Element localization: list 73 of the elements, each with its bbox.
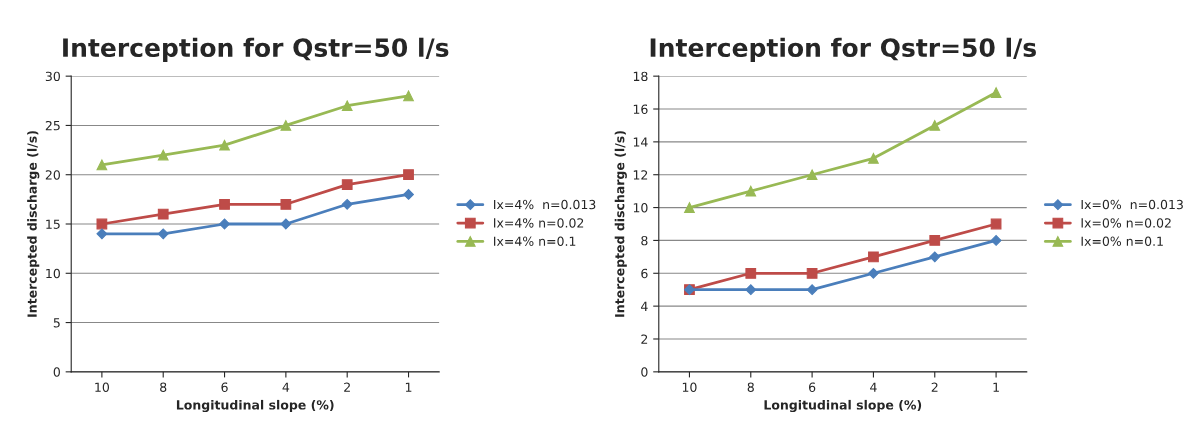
point [403, 90, 414, 102]
chart-title: Interception for Qstr=50 l/s [63, 37, 449, 62]
y-tick-label: 20 [45, 170, 60, 180]
point [219, 198, 230, 210]
point [280, 218, 292, 230]
y-tick-label: 2 [641, 334, 648, 344]
x-axis-title: Longitudinal slope (%) [176, 399, 334, 413]
point [929, 235, 941, 246]
x-tick-label: 4 [282, 382, 290, 392]
chart-title: Interception for Qstr=50 l/s [650, 37, 1036, 62]
x-tick-label: 8 [160, 382, 167, 392]
y-axis-title: Intercepted discharge (l/s) [614, 131, 627, 317]
y-tick-label: 12 [633, 170, 648, 180]
x-tick-label: 10 [682, 382, 697, 392]
point [157, 228, 169, 240]
x-tick-label: 1 [993, 382, 999, 392]
legend-label: Ix=0% n=0.02 [1081, 218, 1171, 228]
point [868, 267, 879, 279]
y-tick-label: 18 [633, 71, 648, 82]
x-tick-label: 4 [870, 382, 877, 392]
y-tick-label: 15 [46, 219, 60, 229]
y-tick-label: 5 [53, 318, 60, 328]
point [929, 251, 941, 263]
x-tick-label: 2 [344, 382, 350, 392]
y-tick-label: 0 [53, 367, 60, 377]
y-tick-label: 10 [633, 203, 648, 213]
y-tick-label: 10 [46, 268, 60, 279]
y-tick-label: 14 [633, 137, 648, 147]
point [157, 149, 169, 161]
point [96, 228, 108, 240]
x-tick-label: 6 [809, 382, 816, 392]
y-tick-label: 30 [45, 71, 60, 82]
point [219, 139, 230, 151]
x-axis-title: Longitudinal slope (%) [764, 399, 922, 413]
x-tick-label: 1 [405, 382, 412, 392]
point [868, 251, 879, 263]
point [868, 152, 879, 164]
y-tick-label: 0 [641, 367, 648, 377]
x-tick-label: 10 [95, 382, 110, 392]
point [745, 284, 757, 296]
point [280, 198, 292, 210]
legend-label: Ix=0% n=0.013 [1081, 199, 1183, 210]
point [990, 235, 1002, 246]
point [341, 198, 353, 210]
point [280, 120, 292, 131]
point [990, 87, 1002, 98]
point [403, 189, 414, 200]
x-tick-label: 6 [221, 382, 228, 392]
legend-label: Ix=4% n=0.013 [494, 199, 596, 210]
y-tick-label: 25 [45, 120, 60, 131]
point [806, 267, 818, 279]
y-tick-label: 16 [633, 104, 648, 114]
point [745, 185, 757, 197]
point [745, 267, 757, 279]
legend-label: Ix=4% n=0.1 [494, 236, 576, 246]
y-tick-label: 4 [641, 301, 648, 311]
y-tick-label: 8 [641, 235, 648, 246]
point [219, 218, 230, 230]
point [157, 208, 169, 220]
y-axis-title: Intercepted discharge (l/s) [27, 131, 40, 317]
point [684, 202, 695, 213]
point [341, 100, 353, 112]
x-tick-label: 8 [747, 382, 754, 392]
y-tick-label: 6 [641, 268, 648, 279]
point [929, 120, 941, 131]
point [806, 284, 818, 296]
legend-label: Ix=0% n=0.1 [1081, 236, 1163, 246]
point [806, 169, 818, 181]
point [403, 169, 414, 181]
legend-label: Ix=4% n=0.02 [494, 218, 584, 228]
x-tick-label: 2 [931, 382, 938, 392]
point [96, 159, 108, 171]
point [341, 179, 353, 190]
